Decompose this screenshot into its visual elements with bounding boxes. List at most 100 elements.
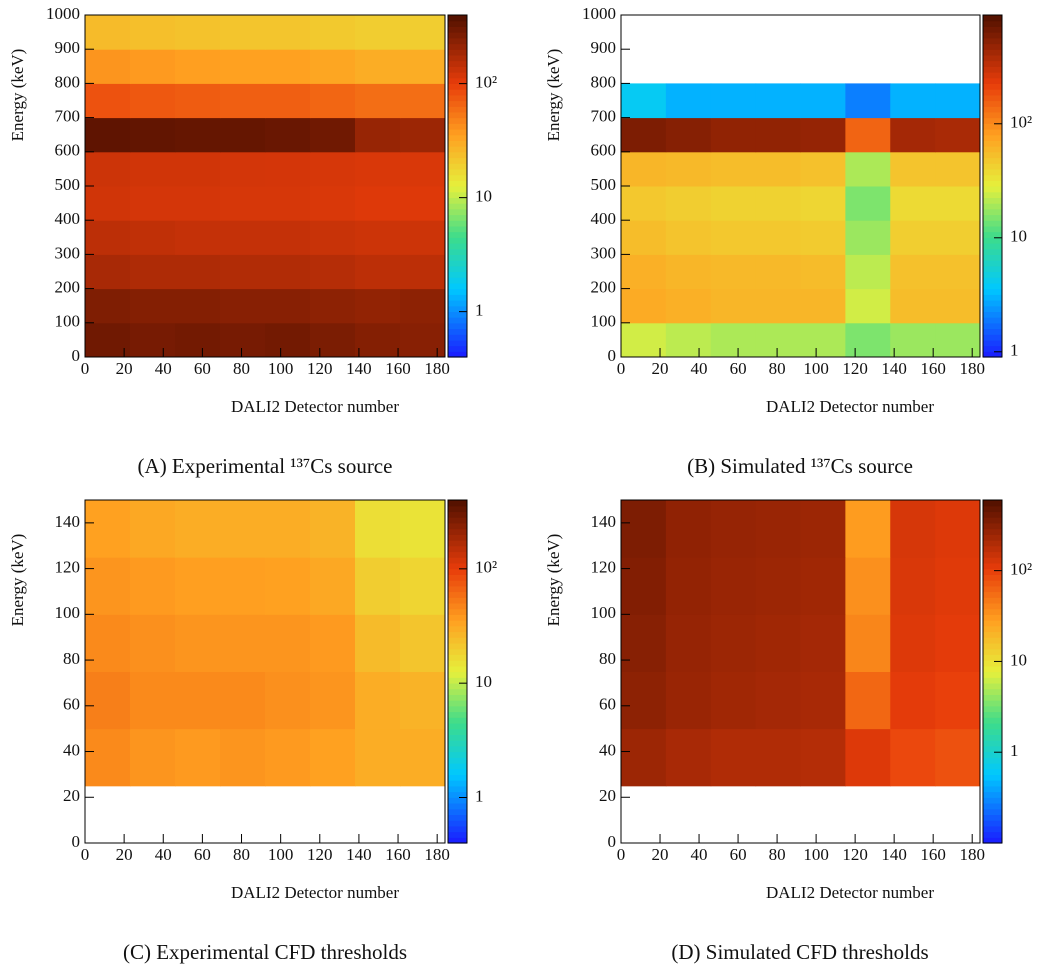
heatmap-cell xyxy=(265,49,311,84)
colorbar-swatch xyxy=(983,100,1002,107)
heatmap-cell xyxy=(890,671,936,730)
colorbar-swatch xyxy=(983,317,1002,324)
heatmap-cell xyxy=(175,186,221,221)
colorbar-swatch xyxy=(448,837,467,844)
heatmap-cell xyxy=(755,614,801,672)
colorbar-swatch xyxy=(983,157,1002,164)
y-tick-label: 60 xyxy=(63,695,80,714)
y-tick-label: 400 xyxy=(55,209,81,228)
x-tick-label: 60 xyxy=(194,359,211,378)
heatmap-cell xyxy=(355,671,401,730)
colorbar-tick-label: 10 xyxy=(1010,650,1027,669)
colorbar-swatch xyxy=(448,631,467,638)
colorbar-swatch xyxy=(448,20,467,27)
x-tick-label: 40 xyxy=(155,359,172,378)
heatmap-cell xyxy=(220,15,266,50)
x-tick-label: 60 xyxy=(194,845,211,864)
colorbar-swatch xyxy=(983,665,1002,673)
heatmap-cell xyxy=(665,288,712,324)
heatmap-cell xyxy=(845,671,891,730)
colorbar-swatch xyxy=(983,322,1002,330)
heatmap-cell xyxy=(400,288,446,324)
colorbar-swatch xyxy=(448,745,467,753)
heatmap-cell xyxy=(175,288,221,324)
heatmap-cell xyxy=(621,557,667,615)
colorbar-swatch xyxy=(983,585,1002,593)
x-tick-label: 20 xyxy=(116,845,133,864)
colorbar-swatch xyxy=(983,77,1002,84)
heatmap-cell xyxy=(265,500,311,558)
colorbar-swatch xyxy=(983,511,1002,518)
colorbar-swatch xyxy=(448,762,467,770)
heatmap-cell xyxy=(85,49,131,84)
colorbar-swatch xyxy=(448,294,467,301)
colorbar-swatch xyxy=(983,26,1002,33)
y-tick-label: 300 xyxy=(55,243,81,262)
colorbar-swatch xyxy=(983,568,1002,575)
colorbar-swatch xyxy=(448,300,467,307)
colorbar-swatch xyxy=(983,294,1002,301)
heatmap-cell xyxy=(85,117,131,153)
y-tick-label: 400 xyxy=(591,209,617,228)
colorbar-swatch xyxy=(983,271,1002,278)
colorbar-swatch xyxy=(983,94,1002,102)
colorbar-tick-label: 1 xyxy=(475,301,484,320)
x-tick-label: 100 xyxy=(268,845,294,864)
colorbar-swatch xyxy=(448,705,467,713)
colorbar-swatch xyxy=(983,208,1002,216)
heatmap-cell xyxy=(935,254,981,290)
colorbar-swatch xyxy=(448,545,467,553)
colorbar-tick-label: 10 xyxy=(475,672,492,691)
heatmap-cell xyxy=(665,254,712,290)
heatmap-cell xyxy=(755,186,801,221)
colorbar-swatch xyxy=(983,534,1002,541)
heatmap-cell xyxy=(130,728,176,787)
heatmap-cell xyxy=(130,49,176,84)
colorbar-swatch xyxy=(448,500,467,507)
colorbar-swatch xyxy=(983,745,1002,753)
colorbar-swatch xyxy=(448,568,467,575)
x-tick-label: 160 xyxy=(385,359,411,378)
colorbar-swatch xyxy=(448,774,467,781)
heatmap-cell xyxy=(400,15,446,50)
x-tick-label: 60 xyxy=(730,359,747,378)
colorbar-swatch xyxy=(983,620,1002,627)
heatmap-cell xyxy=(845,83,891,119)
heatmap-cell xyxy=(355,117,401,153)
colorbar-swatch xyxy=(983,808,1002,816)
x-tick-label: 20 xyxy=(652,845,669,864)
colorbar-swatch xyxy=(983,140,1002,147)
colorbar-swatch xyxy=(448,602,467,610)
heatmap-cell xyxy=(130,288,176,324)
x-tick-label: 0 xyxy=(617,845,626,864)
heatmap-cell xyxy=(130,557,176,615)
colorbar-swatch xyxy=(983,123,1002,130)
heatmap-cell xyxy=(85,728,131,787)
heatmap-cell xyxy=(400,614,446,672)
x-tick-label: 140 xyxy=(346,845,372,864)
x-tick-label: 180 xyxy=(959,359,985,378)
colorbar-swatch xyxy=(448,305,467,312)
colorbar-swatch xyxy=(983,15,1002,22)
colorbar-swatch xyxy=(448,43,467,50)
heatmap-cell xyxy=(935,322,981,358)
heatmap-cell xyxy=(355,614,401,672)
heatmap-cell xyxy=(710,186,757,221)
heatmap-cell xyxy=(755,288,801,324)
heatmap-cell xyxy=(355,254,401,290)
heatmap-cell xyxy=(621,322,667,358)
heatmap-cell xyxy=(755,322,801,358)
colorbar-swatch xyxy=(448,671,467,678)
colorbar-swatch xyxy=(983,117,1002,124)
colorbar-swatch xyxy=(448,557,467,564)
heatmap-cell xyxy=(665,322,712,358)
y-tick-label: 0 xyxy=(72,832,81,851)
heatmap-cell xyxy=(710,151,757,187)
heatmap-cell xyxy=(935,288,981,324)
colorbar-swatch xyxy=(448,60,467,67)
y-tick-label: 120 xyxy=(55,558,81,577)
x-tick-label: 0 xyxy=(617,359,626,378)
heatmap-cell xyxy=(755,557,801,615)
y-tick-label: 100 xyxy=(591,312,617,331)
colorbar-swatch xyxy=(448,129,467,136)
